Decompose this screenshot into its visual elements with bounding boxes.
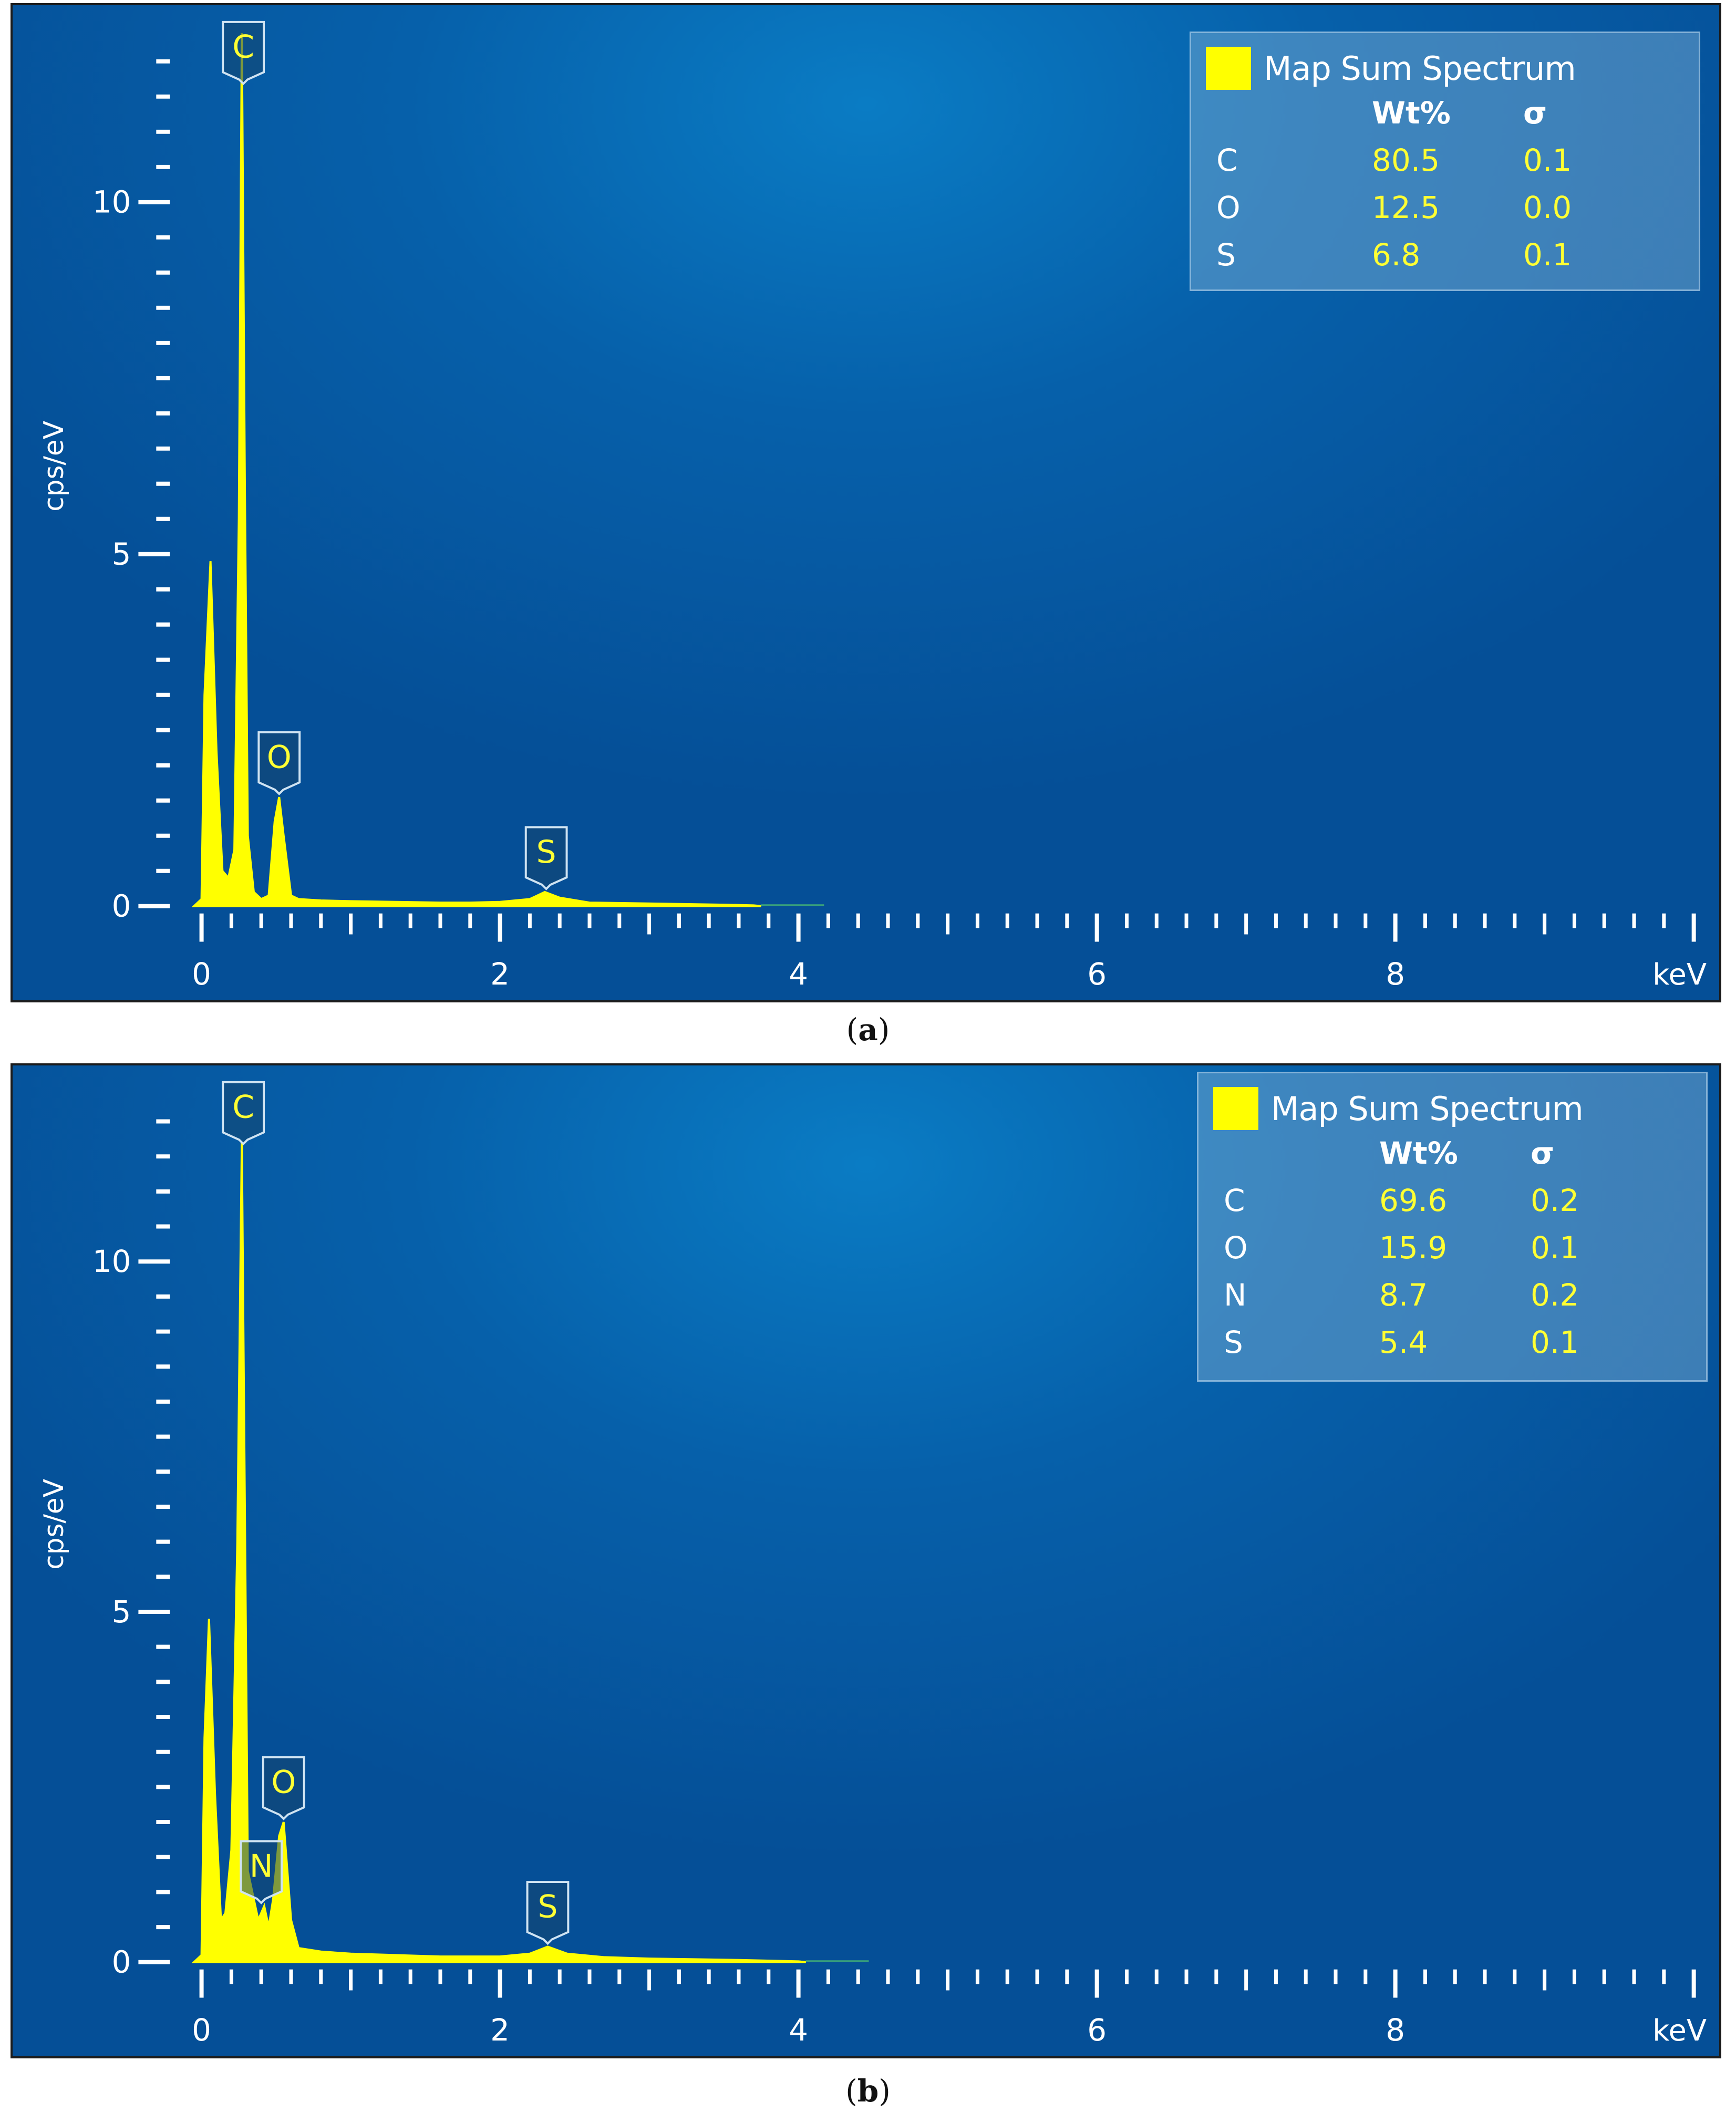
peak-label-text: S — [538, 1889, 557, 1925]
x-tick-label: 8 — [1386, 2012, 1405, 2048]
spectrum-area — [191, 33, 761, 907]
spectrum-area — [191, 1142, 806, 1963]
peak-label-box — [524, 826, 568, 890]
x-tick-label: 2 — [490, 956, 510, 992]
legend-element: C — [1224, 1183, 1245, 1218]
caption-b: (b) — [845, 2073, 891, 2109]
legend-box-b: Map Sum Spectrum Wt% σ C 69.6 0.2 O 15.9 0.1 N… — [1197, 1072, 1708, 1382]
legend-header: Map Sum Spectrum — [1206, 47, 1576, 90]
peak-label-box — [257, 731, 301, 795]
legend-row-c: C 80.5 0.1 — [1191, 142, 1699, 190]
legend-row-s: S 6.8 0.1 — [1191, 237, 1699, 284]
x-tick-label: 6 — [1087, 2012, 1107, 2048]
caption-letter-b: b — [857, 2073, 879, 2109]
peak-label-text: O — [271, 1764, 296, 1800]
legend-sigma-value: 0.2 — [1531, 1183, 1579, 1218]
legend-element: O — [1216, 190, 1241, 225]
legend-wt-value: 15.9 — [1379, 1230, 1448, 1266]
peak-label-text: S — [536, 834, 556, 871]
y-tick-label: 0 — [112, 888, 131, 924]
caption-letter-a: a — [858, 1012, 878, 1048]
legend-sigma-value: 0.1 — [1523, 142, 1572, 178]
peak-label-s: S — [524, 826, 568, 890]
legend-col-wt: Wt% — [1379, 1135, 1458, 1171]
legend-swatch — [1213, 1087, 1258, 1130]
x-axis-label: keV — [1652, 958, 1707, 992]
legend-element: S — [1224, 1324, 1243, 1360]
x-tick-label: 8 — [1386, 956, 1405, 992]
peak-label-n: N — [240, 1840, 283, 1904]
legend-wt-value: 69.6 — [1379, 1183, 1448, 1218]
peak-label-s: S — [526, 1880, 570, 1945]
legend-row-o: O 15.9 0.1 — [1198, 1230, 1706, 1277]
legend-wt-value: 6.8 — [1372, 237, 1421, 273]
legend-sigma-value: 0.0 — [1523, 190, 1572, 225]
legend-col-sigma: σ — [1523, 95, 1547, 131]
y-tick-label: 5 — [112, 536, 131, 572]
peak-label-o: O — [262, 1756, 305, 1820]
legend-element: N — [1224, 1277, 1247, 1313]
legend-col-wt: Wt% — [1372, 95, 1451, 131]
peak-label-box — [526, 1880, 570, 1945]
legend-title: Map Sum Spectrum — [1271, 1089, 1584, 1128]
y-tick-label: 10 — [92, 184, 131, 220]
y-tick-label: 10 — [92, 1244, 131, 1279]
legend-row-n: N 8.7 0.2 — [1198, 1277, 1706, 1324]
legend-wt-value: 8.7 — [1379, 1277, 1428, 1313]
legend-element: O — [1224, 1230, 1248, 1266]
legend-header: Map Sum Spectrum — [1213, 1087, 1584, 1130]
y-axis-label: cps/eV — [38, 1478, 70, 1570]
legend-box-a: Map Sum Spectrum Wt% σ C 80.5 0.1 O 12.5 0.0 S… — [1190, 32, 1700, 291]
peak-label-text: O — [267, 739, 292, 775]
spectrum-panel-a: 0 2 4 6 8 keV 0 5 10 cps/eV C O S — [11, 3, 1721, 1002]
legend-title: Map Sum Spectrum — [1264, 49, 1576, 88]
x-tick-label: 0 — [192, 2012, 211, 2048]
legend-row-o: O 12.5 0.0 — [1191, 190, 1699, 237]
legend-wt-value: 12.5 — [1372, 190, 1440, 225]
x-tick-label: 4 — [789, 2012, 808, 2048]
x-tick-label: 0 — [192, 956, 211, 992]
peak-label-box — [222, 1081, 265, 1146]
legend-element: S — [1216, 237, 1236, 273]
legend-wt-value: 5.4 — [1379, 1324, 1428, 1360]
y-axis-label: cps/eV — [38, 420, 70, 512]
peak-label-text: C — [232, 29, 254, 66]
legend-element: C — [1216, 142, 1238, 178]
y-tick-label: 0 — [112, 1944, 131, 1980]
legend-col-sigma: σ — [1531, 1135, 1555, 1171]
legend-row-s: S 5.4 0.1 — [1198, 1324, 1706, 1372]
legend-sigma-value: 0.2 — [1531, 1277, 1579, 1313]
caption-a: (a) — [846, 1012, 890, 1048]
peak-label-text: N — [250, 1848, 273, 1884]
spectrum-panel-b: 0 2 4 6 8 keV 0 5 10 cps/eV C O N S — [11, 1063, 1721, 2058]
x-tick-label: 4 — [789, 956, 808, 992]
peak-label-box — [240, 1840, 283, 1904]
x-tick-label: 2 — [490, 2012, 510, 2048]
peak-label-c: C — [222, 1081, 265, 1146]
y-tick-label: 5 — [112, 1594, 131, 1630]
peak-label-box — [222, 20, 265, 86]
x-tick-label: 6 — [1087, 956, 1107, 992]
legend-wt-value: 80.5 — [1372, 142, 1440, 178]
legend-sigma-value: 0.1 — [1531, 1230, 1579, 1266]
legend-swatch — [1206, 47, 1251, 90]
peak-label-o: O — [257, 731, 301, 795]
peak-label-c: C — [222, 20, 265, 86]
peak-label-box — [262, 1756, 305, 1820]
legend-sigma-value: 0.1 — [1523, 237, 1572, 273]
legend-sigma-value: 0.1 — [1531, 1324, 1579, 1360]
legend-row-c: C 69.6 0.2 — [1198, 1183, 1706, 1230]
x-axis-label: keV — [1652, 2014, 1707, 2048]
peak-label-text: C — [232, 1090, 254, 1126]
